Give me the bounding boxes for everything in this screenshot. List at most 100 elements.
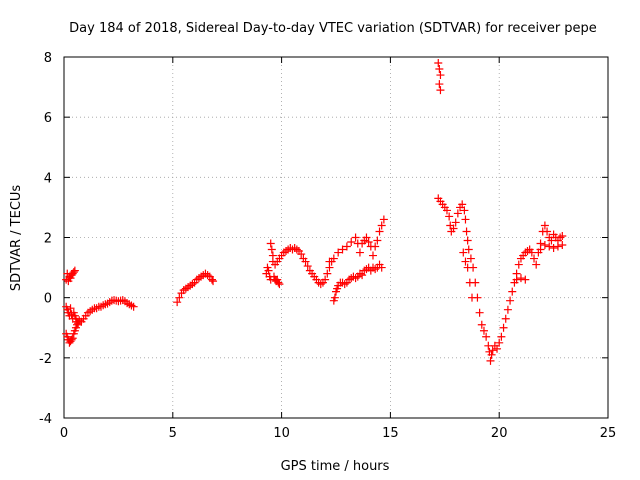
data-point [267, 245, 276, 254]
data-point [497, 332, 506, 341]
data-point [463, 236, 472, 245]
x-tick-label: 25 [600, 426, 617, 441]
data-point [297, 250, 306, 259]
data-point [553, 242, 562, 251]
data-point [362, 233, 371, 242]
data-point [342, 242, 351, 251]
data-point [173, 298, 182, 307]
data-point [434, 59, 443, 68]
data-point [379, 215, 388, 224]
x-tick-label: 20 [491, 426, 508, 441]
data-point [292, 245, 301, 254]
data-point [503, 305, 512, 314]
data-point [129, 302, 138, 311]
data-points [62, 59, 567, 365]
chart-title: Day 184 of 2018, Sidereal Day-to-day VTE… [69, 21, 597, 36]
y-tick-label: 6 [44, 111, 52, 126]
data-point [501, 314, 510, 323]
x-tick-label: 15 [382, 426, 399, 441]
data-point [449, 224, 458, 233]
data-point [377, 221, 386, 230]
data-point [499, 323, 508, 332]
x-ticks: 0 5 10 15 20 25 [60, 57, 616, 441]
data-point [275, 280, 284, 289]
data-point [464, 245, 473, 254]
y-tick-label: -2 [39, 352, 52, 367]
data-point [523, 247, 532, 256]
data-point [321, 275, 330, 284]
data-point [266, 239, 275, 248]
data-point [558, 241, 567, 250]
x-tick-label: 10 [273, 426, 290, 441]
data-point [549, 244, 558, 253]
data-point [435, 80, 444, 89]
data-point [371, 265, 380, 274]
data-point [466, 254, 475, 263]
data-point [207, 275, 216, 284]
data-point [488, 346, 497, 355]
data-point [69, 268, 78, 277]
data-point [461, 257, 470, 266]
data-point [482, 332, 491, 341]
data-point [486, 356, 495, 365]
data-point [70, 266, 79, 275]
x-tick-label: 5 [169, 426, 177, 441]
data-point [442, 206, 451, 215]
data-point [460, 206, 469, 215]
data-point [461, 215, 470, 224]
y-tick-label: 2 [44, 232, 52, 247]
data-point [316, 280, 325, 289]
data-point [536, 245, 545, 254]
y-axis-label: SDTVAR / TECUs [9, 185, 24, 292]
data-point [264, 266, 273, 275]
data-point [453, 209, 462, 218]
data-point [340, 280, 349, 289]
data-point [493, 344, 502, 353]
y-tick-label: 8 [44, 51, 52, 66]
data-point [508, 287, 517, 296]
data-point [495, 338, 504, 347]
data-point [462, 227, 471, 236]
data-point [303, 262, 312, 271]
x-tick-label: 0 [60, 426, 68, 441]
data-point [512, 275, 521, 284]
data-point [209, 277, 218, 286]
y-tick-label: 0 [44, 292, 52, 307]
data-point [436, 86, 445, 95]
data-point [364, 238, 373, 247]
data-point [175, 293, 184, 302]
data-point [377, 263, 386, 272]
data-point [468, 293, 476, 302]
y-ticks: -4 -2 0 2 4 6 8 [39, 51, 608, 427]
data-point [540, 221, 549, 230]
data-point [325, 257, 334, 266]
data-point [543, 227, 552, 236]
grid [64, 57, 608, 418]
data-point [323, 269, 332, 278]
y-tick-label: -4 [39, 412, 52, 427]
data-point [330, 293, 339, 302]
data-point [329, 254, 338, 263]
data-point [514, 260, 523, 269]
data-point [435, 65, 444, 74]
data-point [368, 251, 377, 260]
y-tick-label: 4 [44, 171, 52, 186]
data-point [516, 274, 525, 283]
data-point [66, 304, 75, 313]
data-point [465, 278, 474, 287]
data-point [371, 242, 380, 251]
data-point [506, 296, 515, 305]
data-point [358, 271, 367, 280]
data-point [458, 200, 467, 209]
data-point [479, 326, 488, 335]
data-point [355, 248, 364, 257]
data-point [347, 238, 356, 247]
data-point [203, 271, 212, 280]
x-axis-label: GPS time / hours [281, 459, 390, 474]
data-point [530, 254, 539, 263]
data-point [274, 278, 283, 287]
data-point [73, 320, 82, 329]
data-point [459, 248, 468, 257]
data-point [362, 265, 371, 274]
